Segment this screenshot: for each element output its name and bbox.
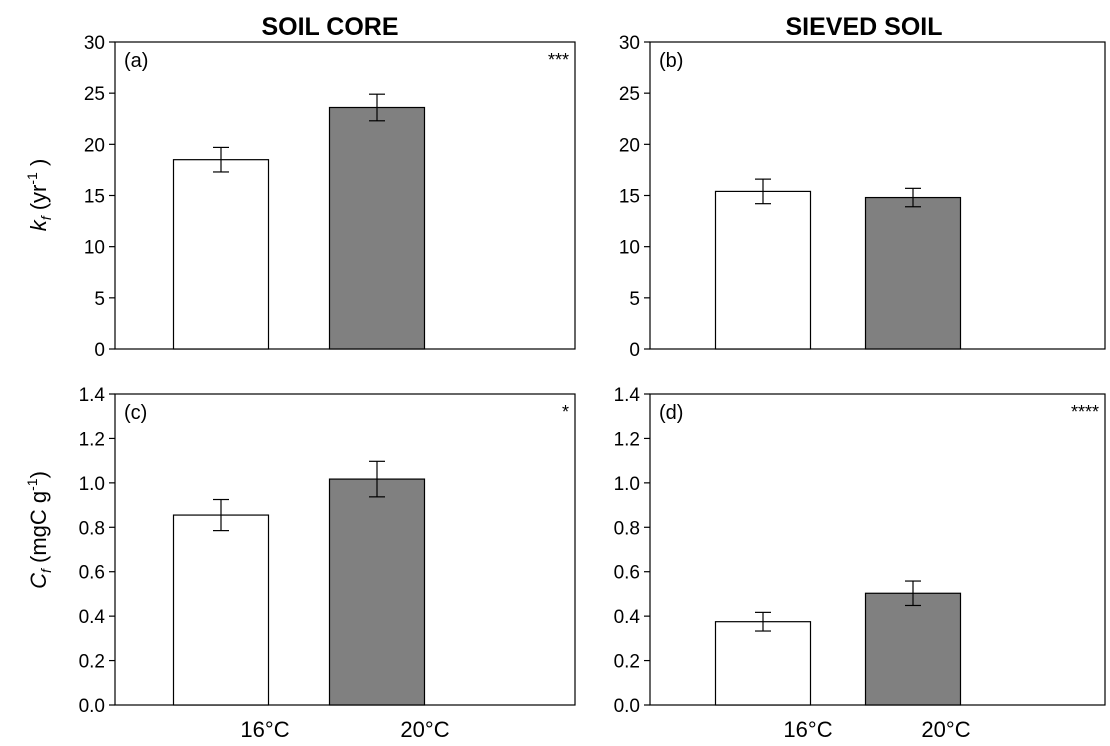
y-tick-label-c: 0.4 [79, 607, 106, 628]
x-category-label-16c-left: 16°C [240, 717, 289, 742]
panel-a: 0 5 10 15 20 25 30 (a) *** [84, 33, 576, 361]
y-tick-label-c: 1.4 [79, 385, 106, 406]
panel-c: 0.0 0.2 0.4 0.6 0.8 1.0 1.2 1.4 (c) * [79, 385, 576, 717]
y-tick-label-c: 0.2 [79, 652, 105, 673]
y-tick-label-b: 0 [629, 340, 640, 361]
y-tick-label-a: 15 [84, 187, 105, 208]
y-label-kf-subscript: f [38, 214, 54, 220]
significance-a: *** [548, 50, 569, 70]
y-tick-label-d: 0.6 [614, 563, 640, 584]
y-label-cf-unit-close: ) [26, 471, 51, 478]
y-tick-label-c: 1.2 [79, 429, 105, 450]
y-label-cf-symbol: C [26, 573, 51, 589]
y-label-cf-superscript: -1 [24, 478, 40, 491]
y-tick-label-a: 0 [94, 340, 105, 361]
y-tick-label-d: 0.4 [614, 607, 641, 628]
y-label-kf-unit-close: ) [26, 159, 51, 172]
y-tick-label-a: 5 [94, 289, 105, 310]
y-tick-label-c: 0.0 [79, 696, 105, 717]
y-tick-label-b: 30 [619, 33, 640, 54]
bar-c-16c [172, 514, 270, 706]
y-tick-label-d: 0.0 [614, 696, 640, 717]
bar-d-20c [864, 592, 962, 706]
y-tick-label-b: 20 [619, 135, 640, 156]
bar-d-16c [714, 621, 812, 706]
panel-label-d: (d) [659, 402, 683, 424]
y-label-kf-symbol: k [26, 219, 51, 231]
x-category-label-20c-right: 20°C [921, 717, 970, 742]
y-tick-label-a: 10 [84, 238, 105, 259]
y-tick-label-b: 25 [619, 84, 640, 105]
y-tick-label-c: 0.8 [79, 518, 105, 539]
panel-label-a: (a) [124, 50, 148, 72]
y-tick-label-d: 1.0 [614, 474, 640, 495]
bar-a-16c [172, 159, 270, 350]
y-label-kf-unit-open: (yr [26, 185, 51, 217]
panel-label-c: (c) [124, 402, 147, 424]
bar-a-20c [328, 106, 426, 350]
y-axis-label-cf: Cf (mgC g-1) [24, 471, 54, 589]
y-label-kf-superscript: -1 [24, 172, 40, 185]
y-label-cf-subscript: f [38, 567, 54, 573]
bar-c-20c [328, 478, 426, 706]
panel-label-b: (b) [659, 50, 683, 72]
bar-b-20c [864, 196, 962, 350]
y-tick-label-a: 20 [84, 135, 105, 156]
y-tick-label-d: 1.4 [614, 385, 641, 406]
column-title-soil-core: SOIL CORE [261, 13, 398, 41]
y-tick-label-d: 0.2 [614, 652, 640, 673]
y-axis-label-kf: kf (yr-1 ) [24, 159, 54, 232]
y-label-cf-unit-open: (mgC g [26, 491, 51, 569]
x-category-label-16c-right: 16°C [783, 717, 832, 742]
bar-b-16c [714, 190, 812, 350]
significance-d: **** [1071, 402, 1099, 422]
y-tick-label-b: 10 [619, 238, 640, 259]
y-tick-label-a: 30 [84, 33, 105, 54]
column-title-sieved-soil: SIEVED SOIL [786, 13, 943, 41]
y-tick-label-b: 15 [619, 187, 640, 208]
y-tick-label-d: 1.2 [614, 429, 640, 450]
y-tick-label-d: 0.8 [614, 518, 640, 539]
y-tick-label-c: 1.0 [79, 474, 105, 495]
y-tick-label-c: 0.6 [79, 563, 105, 584]
x-category-label-20c-left: 20°C [400, 717, 449, 742]
significance-c: * [562, 402, 569, 422]
y-tick-label-a: 25 [84, 84, 105, 105]
panel-d: 0.0 0.2 0.4 0.6 0.8 1.0 1.2 1.4 (d) **** [614, 385, 1106, 717]
y-tick-label-b: 5 [629, 289, 640, 310]
panel-b: 0 5 10 15 20 25 30 (b) [619, 33, 1106, 361]
